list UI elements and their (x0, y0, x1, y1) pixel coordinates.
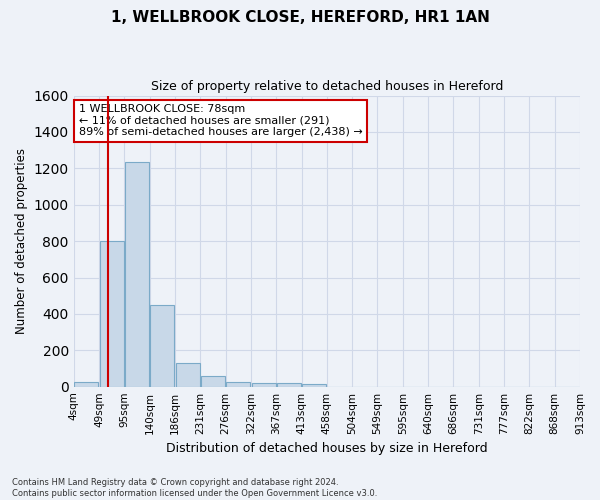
X-axis label: Distribution of detached houses by size in Hereford: Distribution of detached houses by size … (166, 442, 488, 455)
Bar (125, 162, 149, 386)
Y-axis label: Number of detached properties: Number of detached properties (15, 148, 28, 334)
Bar (251, 383, 275, 386)
Bar (302, 384, 326, 386)
Text: 1 WELLBROOK CLOSE: 78sqm
← 11% of detached houses are smaller (291)
89% of semi-: 1 WELLBROOK CLOSE: 78sqm ← 11% of detach… (79, 104, 362, 138)
Bar (176, 363, 200, 386)
Bar (74, 382, 98, 386)
Bar (201, 376, 225, 386)
Bar (150, 305, 175, 386)
Bar (226, 382, 250, 386)
Text: Contains HM Land Registry data © Crown copyright and database right 2024.
Contai: Contains HM Land Registry data © Crown c… (12, 478, 377, 498)
Title: Size of property relative to detached houses in Hereford: Size of property relative to detached ho… (151, 80, 503, 93)
Bar (100, 241, 124, 386)
Text: 1, WELLBROOK CLOSE, HEREFORD, HR1 1AN: 1, WELLBROOK CLOSE, HEREFORD, HR1 1AN (110, 10, 490, 25)
Bar (277, 383, 301, 386)
